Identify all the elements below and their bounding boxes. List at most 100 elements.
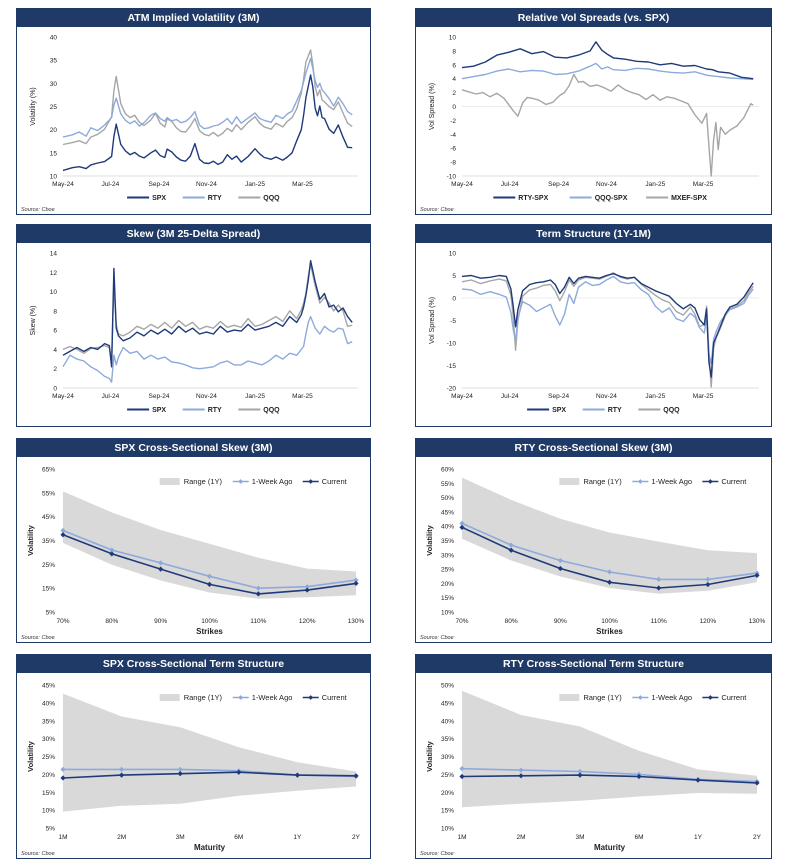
y-tick-label: 14 [50,251,58,258]
x-tick-label: Nov-24 [596,393,617,400]
source-note: Source: Cboe [420,207,454,213]
x-tick-label: 90% [154,618,167,625]
y-tick-label: -10 [447,341,457,348]
x-tick-label: 2M [516,834,525,841]
source-note: Source: Cboe [21,207,55,213]
y-tick-label: 35% [42,718,55,725]
y-tick-label: 5% [46,610,56,617]
data-point [459,524,465,530]
range-area [63,491,356,599]
x-tick-label: 110% [651,618,667,625]
legend-label: RTY-SPX [518,195,548,202]
legend-label: QQQ-SPX [595,195,628,202]
y-tick-label: 55% [42,490,55,497]
y-axis-label: Volatility [26,740,35,772]
y-tick-label: 25% [441,567,454,574]
source-note: Source: Cboe [21,851,55,857]
x-tick-label: 6M [234,834,243,841]
y-tick-label: 25% [42,562,55,569]
x-tick-label: Jan-25 [245,181,265,188]
data-point [206,573,213,579]
chart-title: ATM Implied Volatility (3M) [17,9,370,27]
y-tick-label: 30 [50,81,58,88]
legend-label: RTY [608,407,622,414]
x-tick-label: Jul-24 [102,181,120,188]
x-tick-label: Nov-24 [596,181,617,188]
series-line-rty-spx [461,41,754,80]
y-tick-label: 30% [42,736,55,743]
chart-title: SPX Cross-Sectional Skew (3M) [17,439,370,457]
data-point [60,766,66,772]
x-tick-label: May-24 [52,181,74,188]
legend-marker [308,479,314,484]
x-tick-label: Nov-24 [196,181,217,188]
data-point [705,576,711,582]
data-point [60,527,66,534]
x-tick-label: May-24 [451,393,473,400]
y-axis-label: Volatility [26,524,35,556]
source-note: Source: Cboe [420,635,454,641]
y-tick-label: 15% [441,595,454,602]
x-tick-label: 2Y [352,834,361,841]
chart-title: Relative Vol Spreads (vs. SPX) [416,9,771,27]
legend-label: Current [322,477,348,486]
x-tick-label: Jul-24 [501,181,519,188]
y-tick-label: 65% [42,467,55,474]
panel-atm-implied-vol: ATM Implied Volatility (3M) 10 15 20 25 30 35… [16,8,371,215]
legend-marker [308,695,314,700]
legend-label: QQQ [263,407,280,414]
legend-label: SPX [152,407,166,414]
x-tick-label: 1M [58,834,67,841]
y-tick-label: 5 [452,273,456,280]
y-tick-label: 10 [449,35,457,42]
series-line-current [62,771,357,779]
y-tick-label: 8 [452,48,456,55]
x-tick-label: 100% [601,618,618,625]
y-tick-label: 6 [452,62,456,69]
y-tick-label: 45% [441,509,454,516]
data-point [119,766,125,772]
x-tick-label: Sep-24 [548,181,569,188]
chart-atm-implied-vol: 10 15 20 25 30 35 40 May-24 Jul-24 Sep-24 Nov-24 Ja… [30,35,358,202]
x-tick-label: Sep-24 [548,393,569,400]
y-tick-label: 10 [50,174,58,181]
panel-skew: Skew (3M 25-Delta Spread) 0 2 4 6 8 10 12 14 May… [16,224,371,427]
data-point [60,532,66,538]
x-tick-label: 100% [201,618,218,625]
legend-swatch-range [159,694,180,701]
y-tick-label: 60% [441,467,454,474]
x-tick-label: 120% [299,618,316,625]
y-tick-label: 50% [441,683,454,690]
y-tick-label: -20 [447,386,457,393]
series-line-1-week-ago [461,767,758,783]
y-axis-label: Vol Spread (%) [429,297,436,344]
x-tick-label: 80% [505,618,518,625]
series-line-current [461,774,758,784]
y-tick-label: 5% [46,826,56,833]
panel-spx-cross-sectional-skew: SPX Cross-Sectional Skew (3M) 5% 15% 25% 35… [16,438,371,643]
x-tick-label: Sep-24 [149,181,170,188]
legend-label: Range (1Y) [583,693,622,702]
chart-skew: 0 2 4 6 8 10 12 14 May-24 Jul-24 Sep-24 Nov-24 Jan-2… [30,251,358,414]
panel-rty-cross-sectional-skew: RTY Cross-Sectional Skew (3M) 10% 15% 20% 2… [415,438,772,643]
y-tick-label: 20% [441,581,454,588]
data-point [459,766,465,772]
legend-label: RTY [208,407,222,414]
chart-title: SPX Cross-Sectional Term Structure [17,655,370,673]
x-axis-label: Strikes [196,627,223,636]
x-tick-label: 2Y [753,834,762,841]
y-tick-label: 0 [452,296,456,303]
x-tick-label: 70% [56,618,69,625]
y-tick-label: 20% [42,772,55,779]
y-tick-label: 0 [452,104,456,111]
data-point [206,581,213,587]
y-tick-label: 10% [42,808,55,815]
y-tick-label: 2 [53,366,57,373]
legend-label: Range (1Y) [184,477,223,486]
x-tick-label: Sep-24 [149,393,170,400]
x-tick-label: 90% [554,618,567,625]
chart-spx-cross-sectional-skew: 5% 15% 25% 35% 45% 55% 65% 70% 80% 90% 100% 110% 120… [26,467,365,637]
y-tick-label: 20% [441,790,454,797]
y-tick-label: -5 [450,318,456,325]
legend-label: SPX [552,407,566,414]
